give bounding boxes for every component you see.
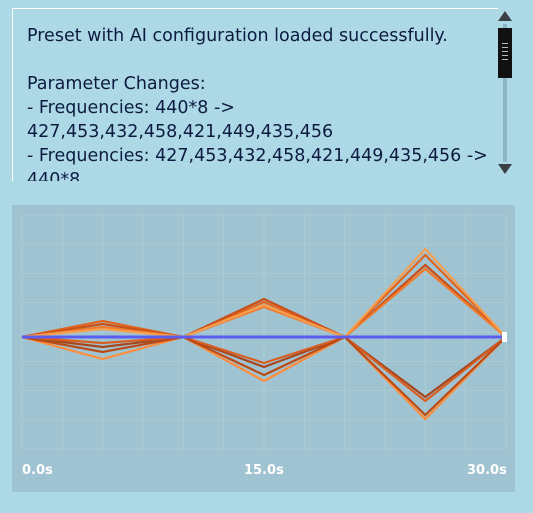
wave-envelope-7 [21, 335, 507, 417]
tick-label-mid: 15.0s [244, 463, 284, 478]
grid [21, 214, 507, 450]
waveform-timeline[interactable]: 0.0s 15.0s 30.0s [12, 205, 515, 492]
wave-envelope-1 [21, 253, 507, 339]
wave-envelope-4 [21, 335, 507, 399]
wave-envelope-3 [21, 267, 507, 339]
log-panel: Preset with AI configuration loaded succ… [12, 8, 498, 181]
wave-envelope-5 [21, 335, 507, 421]
wave-envelope-6 [21, 335, 507, 403]
log-scrollbar[interactable] [497, 8, 514, 178]
waveform-svg [21, 214, 507, 450]
wave-envelope-8 [21, 247, 507, 339]
wave-envelope-2 [21, 263, 507, 339]
triangle-up-icon[interactable] [498, 11, 512, 21]
scroll-track[interactable] [503, 24, 507, 162]
triangle-down-icon[interactable] [498, 164, 512, 174]
tick-label-end: 30.0s [467, 463, 507, 478]
log-text: Preset with AI configuration loaded succ… [27, 26, 488, 181]
tick-label-start: 0.0s [22, 463, 53, 478]
playhead-marker [502, 332, 507, 342]
scroll-thumb[interactable] [498, 28, 512, 78]
